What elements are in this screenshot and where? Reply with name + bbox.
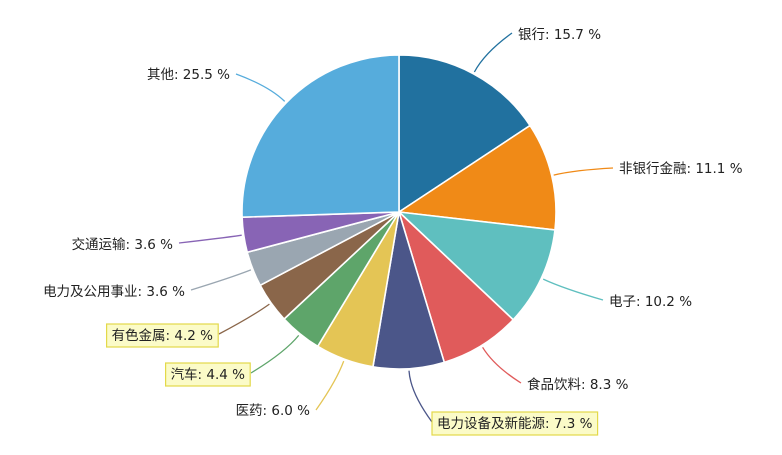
data-label-qita: 其他: 25.5 % (147, 67, 230, 83)
leader-line-dianli-gongyong (190, 269, 252, 291)
data-label-dianzi: 电子: 10.2 % (609, 294, 692, 310)
data-label-qiche: 汽车: 4.4 % (171, 366, 246, 383)
leader-lines (178, 32, 614, 423)
leader-line-yiyao (315, 360, 345, 411)
leader-line-yinhang (473, 32, 513, 73)
data-label-dianli-gongyong: 电力及公用事业: 3.6 % (43, 284, 185, 300)
leader-line-qita (235, 73, 286, 102)
highlight-box-dianli-shebei (431, 411, 599, 436)
data-labels: 银行: 15.7 % 非银行金融: 11.1 % 电子: 10.2 % 食品饮料… (43, 27, 743, 436)
data-label-shipin-yinliao: 食品饮料: 8.3 % (527, 376, 629, 393)
data-label-yiyao: 医药: 6.0 % (236, 403, 311, 419)
data-label-youse-jinshu: 有色金属: 4.2 % (112, 327, 214, 344)
data-label-jiaotong-yunshu: 交通运输: 3.6 % (72, 236, 174, 253)
leader-line-dianzi (542, 278, 604, 301)
data-label-fei-yinhang-jinrong: 非银行金融: 11.1 % (619, 161, 743, 177)
leader-line-fei-yinhang-jinrong (553, 167, 614, 176)
pie-slices (241, 54, 557, 370)
leader-line-shipin-yinliao (482, 346, 522, 384)
data-label-dianli-shebei: 电力设备及新能源: 7.3 % (437, 415, 593, 432)
pie-slice-yinhang (398, 54, 532, 214)
pie-slice-dianzi (396, 210, 556, 321)
pie-slice-fei-yinhang-jinrong (396, 124, 557, 231)
pie-slice-qita (241, 54, 400, 219)
leader-line-jiaotong-yunshu (178, 234, 242, 244)
leader-line-qiche (250, 334, 300, 374)
highlight-box-qiche (165, 362, 251, 387)
highlight-box-youse-jinshu (105, 323, 219, 348)
data-label-yinhang: 银行: 15.7 % (518, 27, 601, 43)
leader-line-dianli-shebei (408, 370, 433, 423)
leader-line-youse-jinshu (218, 303, 270, 335)
